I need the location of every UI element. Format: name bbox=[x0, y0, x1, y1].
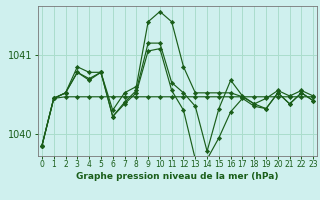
X-axis label: Graphe pression niveau de la mer (hPa): Graphe pression niveau de la mer (hPa) bbox=[76, 172, 279, 181]
